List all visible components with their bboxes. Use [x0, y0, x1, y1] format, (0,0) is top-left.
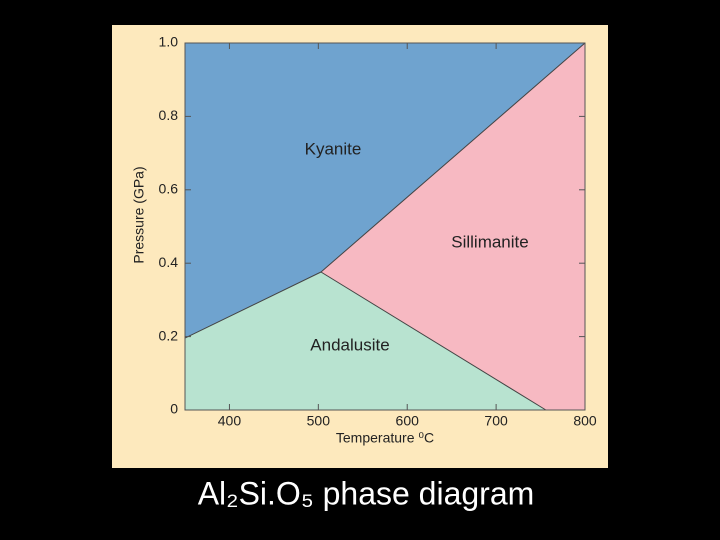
x-axis-label: Temperature ⁰C: [336, 430, 434, 446]
x-tick-label: 800: [573, 413, 597, 429]
phase-region: [321, 43, 585, 410]
y-tick-label: 0.8: [159, 107, 179, 123]
y-axis-label: Pressure (GPa): [131, 166, 147, 263]
x-tick-label: 600: [396, 413, 420, 429]
region-label: Kyanite: [305, 139, 362, 158]
slide-title: Al₂Si.O₅ phase diagram: [198, 475, 535, 511]
plot-frame: [184, 42, 586, 411]
x-tick-label: 400: [218, 413, 242, 429]
x-tick-label: 700: [484, 413, 508, 429]
y-tick-label: 1.0: [159, 34, 179, 50]
y-tick-label: 0.6: [159, 181, 179, 197]
y-tick-label: 0.2: [159, 327, 179, 343]
x-tick-label: 500: [307, 413, 331, 429]
phase-region: [185, 272, 546, 410]
phase-boundary: [320, 271, 547, 411]
region-label: Andalusite: [310, 335, 389, 354]
phase-boundary: [320, 42, 586, 273]
y-tick-label: 0.4: [159, 254, 179, 270]
region-label: Sillimanite: [451, 232, 528, 251]
phase-region: [185, 43, 585, 339]
y-tick-label: 0: [170, 401, 178, 417]
phase-boundary: [184, 271, 322, 339]
